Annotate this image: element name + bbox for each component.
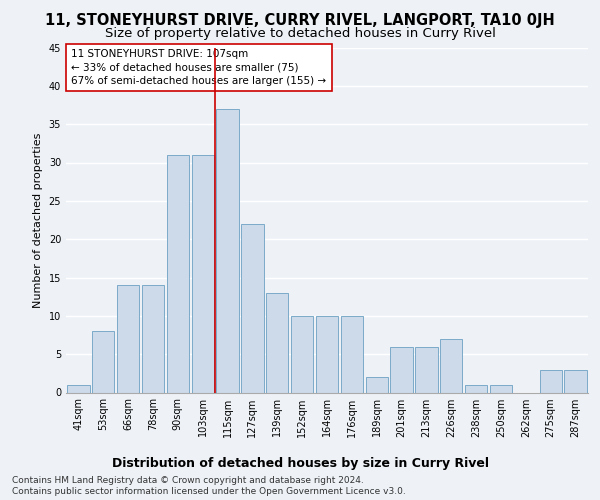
Bar [391, 346, 413, 393]
Text: 11, STONEYHURST DRIVE, CURRY RIVEL, LANGPORT, TA10 0JH: 11, STONEYHURST DRIVE, CURRY RIVEL, LANG… [45, 12, 555, 28]
Bar [217, 109, 239, 393]
Bar [539, 370, 562, 392]
Bar [167, 155, 189, 392]
Y-axis label: Number of detached properties: Number of detached properties [33, 132, 43, 308]
Text: 11 STONEYHURST DRIVE: 107sqm
← 33% of detached houses are smaller (75)
67% of se: 11 STONEYHURST DRIVE: 107sqm ← 33% of de… [71, 49, 326, 86]
Bar [565, 370, 587, 392]
Bar [266, 293, 289, 392]
Bar [241, 224, 263, 392]
Text: Size of property relative to detached houses in Curry Rivel: Size of property relative to detached ho… [104, 28, 496, 40]
Bar [291, 316, 313, 392]
Bar [341, 316, 363, 392]
Text: Contains HM Land Registry data © Crown copyright and database right 2024.: Contains HM Land Registry data © Crown c… [12, 476, 364, 485]
Bar [316, 316, 338, 392]
Bar [142, 285, 164, 393]
Bar [117, 285, 139, 393]
Bar [191, 155, 214, 392]
Bar [440, 339, 463, 392]
Bar [490, 385, 512, 392]
Bar [365, 377, 388, 392]
Text: Contains public sector information licensed under the Open Government Licence v3: Contains public sector information licen… [12, 488, 406, 496]
Text: Distribution of detached houses by size in Curry Rivel: Distribution of detached houses by size … [112, 458, 488, 470]
Bar [92, 331, 115, 392]
Bar [465, 385, 487, 392]
Bar [415, 346, 437, 393]
Bar [67, 385, 89, 392]
